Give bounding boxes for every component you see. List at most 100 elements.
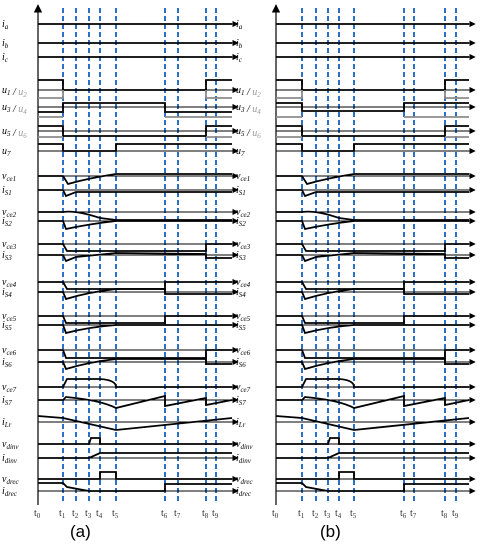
panel-b-vce1-trace-0	[276, 173, 469, 186]
panel-a-label-vdinv: vdinv	[2, 439, 19, 451]
panel-b-label-iS1: iS1	[236, 185, 246, 197]
panel-a-tick-t1: t1	[59, 508, 66, 520]
panel-a-iLr-trace-0	[37, 415, 233, 431]
panel-a-tick-t5: t5	[112, 508, 119, 520]
panel-a-iS2-trace-0	[38, 220, 232, 231]
panel-a-vce4-trace-0	[38, 281, 232, 290]
panel-b-label-idinv: idinv	[236, 453, 252, 465]
panel-b-label-ia: ia	[236, 19, 243, 31]
panel-b-tick-t9: t9	[452, 508, 459, 520]
panel-b-label-vce6: vce6	[236, 345, 251, 357]
panel-a-vdrec-trace-0	[38, 471, 232, 480]
panel-b-tick-t6: t6	[400, 508, 407, 520]
panel-b-tick-t0: t0	[272, 508, 279, 520]
panel-a-label-vce3: vce3	[2, 239, 17, 251]
panel-a-label-iS5: iS5	[2, 320, 12, 332]
panel-b-u5-trace-0	[276, 125, 469, 137]
panel-a-vce2-trace-0	[38, 210, 232, 221]
panel-a-tick-t9: t9	[212, 508, 219, 520]
panel-b-label-iS5: iS5	[236, 320, 246, 332]
panel-a-timing-diagram: ia ib ic u1 / u2 u3 / u4 u5 / u6 u7 vce1 iS1 vce2…	[2, 4, 239, 520]
panel-a-label-vce4: vce4	[2, 277, 17, 289]
panel-b-tick-t7: t7	[410, 508, 417, 520]
panel-a-tick-t3: t3	[85, 508, 92, 520]
panel-a-label-u3: u3 / u4	[2, 102, 27, 116]
panel-a-iS1-trace-0	[38, 189, 232, 198]
panel-b-iS7-trace-0	[276, 394, 470, 409]
panel-a-label-vdrec: vdrec	[2, 474, 20, 486]
panel-b-u1-trace-0	[276, 79, 469, 91]
panel-b-label-iS6: iS6	[236, 357, 246, 369]
panel-b-idrec-trace-0	[276, 482, 469, 492]
panel-b-label-ib: ib	[236, 38, 243, 50]
panel-b-label-u5: u5 / u6	[236, 126, 261, 140]
panel-a-u7-trace-0	[38, 143, 232, 152]
panel-b-vce4-trace-0	[276, 281, 469, 290]
panel-a-idinv-trace-0	[38, 452, 232, 459]
panel-a-vce3-trace-0	[38, 243, 232, 252]
panel-b-label-vce4: vce4	[236, 277, 251, 289]
panel-a-u5-trace-0	[38, 125, 232, 137]
panel-b-tick-t2: t2	[312, 508, 319, 520]
panel-b-label-idrec: idrec	[236, 486, 252, 498]
panel-a-label-u5: u5 / u6	[2, 126, 27, 140]
panel-a-label-vce2: vce2	[2, 207, 17, 219]
panel-a-label-iS3: iS3	[2, 250, 12, 262]
panel-a-vce6-trace-0	[38, 349, 232, 359]
panel-a-vce1-trace-0	[38, 173, 232, 186]
panel-b-vce2-trace-0	[276, 210, 469, 221]
panel-b-label-vce5: vce5	[236, 311, 251, 323]
panel-a-caption: (a)	[70, 522, 91, 541]
panel-b-label-vdinv: vdinv	[236, 439, 253, 451]
panel-a-label-iS7: iS7	[2, 395, 12, 407]
panel-a-tick-t8: t8	[202, 508, 209, 520]
panel-b-iS3-trace-0	[276, 252, 469, 263]
panel-b-iS5-trace-0	[276, 324, 469, 335]
panel-a-label-iLr: iLr	[2, 417, 12, 429]
panel-b-label-vdrec: vdrec	[236, 474, 254, 486]
panel-b-u1-trace-1	[276, 90, 469, 99]
panel-a-iS7-trace-0	[38, 394, 233, 409]
panel-b-timing-diagram: ia ib ic u1 / u2 u3 / u4 u5 / u6 u7 vce1 iS1 vce2…	[236, 4, 476, 520]
panel-b-label-iS3: iS3	[236, 250, 246, 262]
panel-a-label-vce7: vce7	[2, 382, 17, 394]
panel-b-iLr-trace-0	[275, 415, 470, 431]
panel-a-vce7-trace-0	[38, 378, 232, 388]
panel-b-tick-t1: t1	[298, 508, 305, 520]
panel-b-caption: (b)	[320, 522, 341, 541]
panel-b-tick-t4: t4	[335, 508, 342, 520]
panel-a-u3-trace-0	[38, 102, 232, 113]
panel-a-u1-trace-1	[38, 90, 232, 99]
panel-a-iS4-trace-0	[38, 288, 232, 301]
panel-a-tick-t2: t2	[72, 508, 79, 520]
panel-a-label-idrec: idrec	[2, 486, 18, 498]
panel-b-vce3-trace-0	[276, 243, 469, 252]
panel-b-iS4-trace-0	[276, 288, 469, 301]
panel-b-vdinv-trace-0	[276, 437, 469, 445]
panel-b-tick-t8: t8	[441, 508, 448, 520]
panel-a-label-iS6: iS6	[2, 357, 12, 369]
panel-b-iS2-trace-0	[276, 220, 469, 231]
panel-b-label-vce2: vce2	[236, 207, 251, 219]
panel-b-label-u7: u7	[236, 146, 245, 158]
panel-b-label-ic: ic	[236, 52, 243, 64]
panel-b-vdrec-trace-0	[276, 471, 469, 480]
panel-a-label-iS2: iS2	[2, 216, 12, 228]
panel-a-label-u1: u1 / u2	[2, 85, 27, 99]
panel-a-idrec-trace-0	[38, 482, 232, 492]
panel-a-label-vce6: vce6	[2, 345, 17, 357]
panel-b-iS1-trace-0	[276, 189, 469, 198]
panel-a-tick-t6: t6	[161, 508, 168, 520]
panel-a-tick-t7: t7	[174, 508, 181, 520]
panel-b-u7-trace-0	[276, 143, 469, 152]
panel-b-label-iS4: iS4	[236, 287, 246, 299]
panel-b-label-u3: u3 / u4	[236, 102, 261, 116]
panel-a-label-vce1: vce1	[2, 171, 16, 183]
panel-a-label-iS4: iS4	[2, 287, 12, 299]
panel-a-label-iS1: iS1	[2, 185, 12, 197]
panel-a-label-ia: ia	[2, 19, 9, 31]
panel-b-label-iLr: iLr	[236, 417, 246, 429]
panel-a-label-ic: ic	[2, 52, 9, 64]
panel-b-label-iS7: iS7	[236, 395, 246, 407]
panel-b-label-iS2: iS2	[236, 216, 246, 228]
